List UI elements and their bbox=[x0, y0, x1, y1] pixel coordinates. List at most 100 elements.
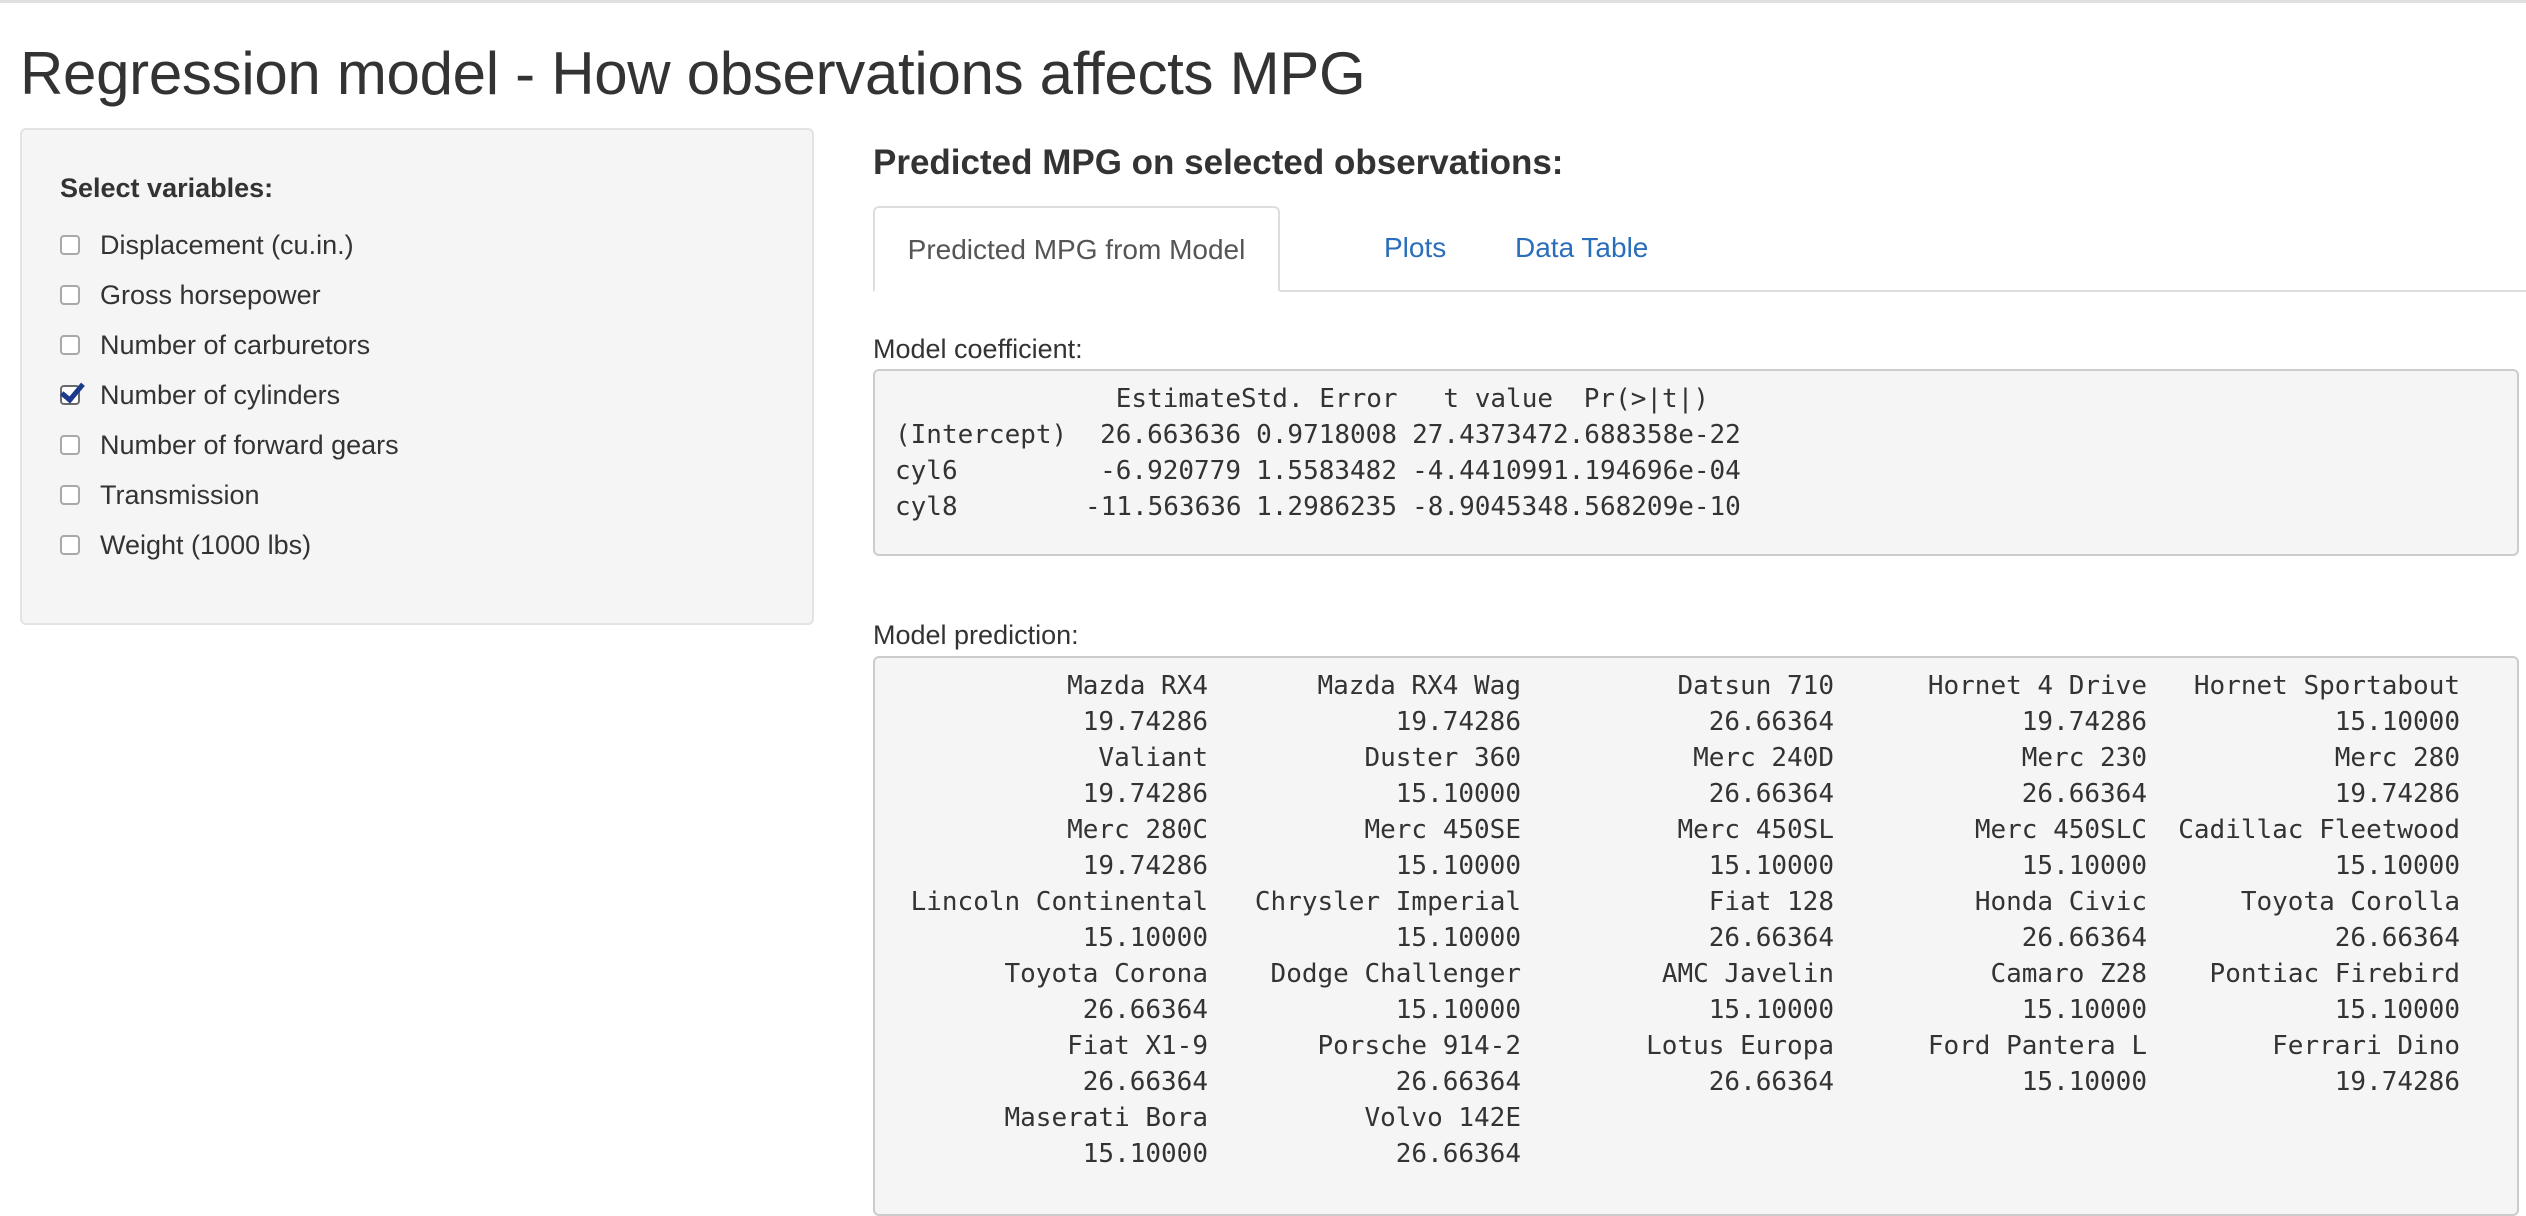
car-name: Mazda RX4 bbox=[1067, 671, 1208, 701]
predicted-mpg: 26.66364 bbox=[2021, 779, 2147, 809]
predicted-mpg: 15.10000 bbox=[2021, 1067, 2147, 1097]
model-prediction-label: Model prediction: bbox=[873, 620, 1079, 650]
predicted-mpg: 19.74286 bbox=[1082, 851, 1208, 881]
column-header: Estimate bbox=[1115, 384, 1241, 414]
coefficient-value: -11.563636 bbox=[1085, 492, 1242, 522]
prediction-name-row: Maserati Bora Volvo 142E bbox=[895, 1100, 2497, 1136]
coefficient-value: 27.437347 bbox=[1412, 420, 1553, 450]
prediction-value-row: 19.74286 15.10000 15.10000 15.10000 15.10000 bbox=[895, 848, 2497, 884]
car-name: Pontiac Firebird bbox=[2209, 959, 2460, 989]
checkbox[interactable] bbox=[60, 285, 80, 305]
select-variables-label: Select variables: bbox=[60, 173, 274, 203]
car-name: Toyota Corona bbox=[1004, 959, 1209, 989]
car-name: Valiant bbox=[1098, 743, 1208, 773]
car-name: Ferrari Dino bbox=[2272, 1031, 2460, 1061]
car-name: Merc 450SE bbox=[1364, 815, 1521, 845]
predicted-mpg: 15.10000 bbox=[2021, 995, 2147, 1025]
predicted-mpg: 15.10000 bbox=[2334, 707, 2460, 737]
column-header: Pr(>|t|) bbox=[1583, 384, 1709, 414]
variable-option-carburetors[interactable]: Number of carburetors bbox=[60, 320, 399, 370]
car-name: Volvo 142E bbox=[1364, 1103, 1521, 1133]
prediction-name-row: Valiant Duster 360 Merc 240D Merc 230 Merc 2… bbox=[895, 740, 2497, 776]
checkbox[interactable] bbox=[60, 335, 80, 355]
prediction-name-row: Fiat X1-9 Porsche 914-2 Lotus Europa Ford P… bbox=[895, 1028, 2497, 1064]
predicted-mpg: 15.10000 bbox=[1395, 923, 1521, 953]
variable-option-cylinders[interactable]: Number of cylinders bbox=[60, 370, 399, 420]
car-name: Lincoln Continental bbox=[910, 887, 1208, 917]
car-name: Porsche 914-2 bbox=[1317, 1031, 1522, 1061]
prediction-name-row: Lincoln Continental Chrysler Imperial Fiat… bbox=[895, 884, 2497, 920]
checkbox[interactable] bbox=[60, 485, 80, 505]
coefficient-value: 8.568209e-10 bbox=[1553, 492, 1741, 522]
coefficient-value: 26.663636 bbox=[1100, 420, 1241, 450]
prediction-value-row: 19.74286 15.10000 26.66364 26.66364 19.74286 bbox=[895, 776, 2497, 812]
variable-label: Displacement (cu.in.) bbox=[100, 229, 354, 260]
predicted-mpg: 19.74286 bbox=[1082, 779, 1208, 809]
tab-predicted-mpg[interactable]: Predicted MPG from Model bbox=[873, 206, 1280, 292]
coefficient-row: (Intercept) 26.663636 0.9718008 27.4373472.… bbox=[895, 417, 2497, 453]
variable-label: Number of forward gears bbox=[100, 429, 399, 460]
coefficient-output: EstimateStd. Error t value Pr(>|t|) (Interc… bbox=[873, 369, 2519, 556]
coefficient-name: cyl6 bbox=[895, 456, 958, 486]
tab-plots[interactable]: Plots bbox=[1384, 232, 1447, 263]
coefficient-row: cyl6 -6.920779 1.5583482 -4.4410991.194696e… bbox=[895, 453, 2497, 489]
car-name: Datsun 710 bbox=[1677, 671, 1834, 701]
coefficient-value: 2.688358e-22 bbox=[1553, 420, 1741, 450]
checkbox[interactable] bbox=[60, 435, 80, 455]
column-header: Std. Error bbox=[1241, 384, 1398, 414]
model-coefficient-label: Model coefficient: bbox=[873, 334, 1083, 364]
predicted-mpg: 26.66364 bbox=[1395, 1067, 1521, 1097]
predicted-mpg: 15.10000 bbox=[2334, 995, 2460, 1025]
predicted-mpg: 15.10000 bbox=[2334, 851, 2460, 881]
checkbox-checked[interactable] bbox=[60, 385, 80, 405]
car-name: Hornet 4 Drive bbox=[1927, 671, 2147, 701]
predicted-mpg: 19.74286 bbox=[1082, 707, 1208, 737]
tab-data-table[interactable]: Data Table bbox=[1515, 232, 1649, 263]
car-name: AMC Javelin bbox=[1661, 959, 1834, 989]
variable-option-displacement[interactable]: Displacement (cu.in.) bbox=[60, 220, 399, 270]
variable-option-transmission[interactable]: Transmission bbox=[60, 470, 399, 520]
predicted-mpg: 15.10000 bbox=[1082, 1139, 1208, 1169]
predicted-mpg: 26.66364 bbox=[1708, 1067, 1834, 1097]
variable-option-gears[interactable]: Number of forward gears bbox=[60, 420, 399, 470]
car-name: Lotus Europa bbox=[1646, 1031, 1834, 1061]
variable-label: Number of carburetors bbox=[100, 329, 371, 360]
prediction-value-row: 15.10000 26.66364 bbox=[895, 1136, 2497, 1172]
coefficient-name: cyl8 bbox=[895, 492, 958, 522]
prediction-value-row: 26.66364 15.10000 15.10000 15.10000 15.10000 bbox=[895, 992, 2497, 1028]
main-heading: Predicted MPG on selected observations: bbox=[873, 143, 1564, 182]
predicted-mpg: 26.66364 bbox=[1708, 779, 1834, 809]
car-name: Hornet Sportabout bbox=[2193, 671, 2460, 701]
coefficient-header-row: EstimateStd. Error t value Pr(>|t|) bbox=[895, 381, 2497, 417]
variable-checkbox-group: Displacement (cu.in.) Gross horsepower N… bbox=[60, 220, 399, 570]
prediction-output: Mazda RX4 Mazda RX4 Wag Datsun 710 Hornet 4… bbox=[873, 656, 2519, 1216]
predicted-mpg: 26.66364 bbox=[1395, 1139, 1521, 1169]
checkbox[interactable] bbox=[60, 235, 80, 255]
predicted-mpg: 15.10000 bbox=[1395, 995, 1521, 1025]
car-name: Merc 280 bbox=[2334, 743, 2460, 773]
coefficient-value: 1.194696e-04 bbox=[1553, 456, 1741, 486]
car-name: Merc 230 bbox=[2021, 743, 2147, 773]
car-name: Duster 360 bbox=[1364, 743, 1521, 773]
variable-option-weight[interactable]: Weight (1000 lbs) bbox=[60, 520, 399, 570]
checkbox[interactable] bbox=[60, 535, 80, 555]
car-name: Toyota Corolla bbox=[2240, 887, 2460, 917]
top-border bbox=[0, 0, 2526, 3]
predicted-mpg: 26.66364 bbox=[1708, 707, 1834, 737]
predicted-mpg: 26.66364 bbox=[1082, 1067, 1208, 1097]
predicted-mpg: 19.74286 bbox=[2334, 779, 2460, 809]
prediction-name-row: Merc 280C Merc 450SE Merc 450SL Merc 450SLC… bbox=[895, 812, 2497, 848]
prediction-name-row: Mazda RX4 Mazda RX4 Wag Datsun 710 Hornet 4… bbox=[895, 668, 2497, 704]
variable-label: Gross horsepower bbox=[100, 279, 321, 310]
car-name: Ford Pantera L bbox=[1927, 1031, 2147, 1061]
predicted-mpg: 15.10000 bbox=[1082, 923, 1208, 953]
car-name: Chrysler Imperial bbox=[1254, 887, 1521, 917]
predicted-mpg: 15.10000 bbox=[2021, 851, 2147, 881]
variable-option-horsepower[interactable]: Gross horsepower bbox=[60, 270, 399, 320]
car-name: Dodge Challenger bbox=[1270, 959, 1521, 989]
car-name: Maserati Bora bbox=[1004, 1103, 1209, 1133]
variable-label: Number of cylinders bbox=[100, 379, 341, 410]
predicted-mpg: 15.10000 bbox=[1708, 851, 1834, 881]
predicted-mpg: 26.66364 bbox=[1082, 995, 1208, 1025]
coefficient-value: -4.441099 bbox=[1412, 456, 1553, 486]
